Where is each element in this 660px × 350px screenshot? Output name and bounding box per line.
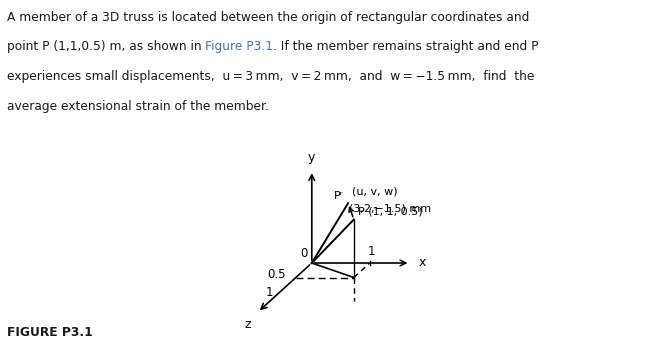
Text: x: x: [419, 257, 426, 270]
Text: (3,2,−1.5) mm: (3,2,−1.5) mm: [349, 204, 432, 214]
Text: P (1, 1, 0.5): P (1, 1, 0.5): [358, 206, 422, 217]
Text: A member of a 3D truss is located between the origin of rectangular coordinates : A member of a 3D truss is located betwee…: [7, 10, 529, 23]
Text: experiences small displacements,  u = 3 mm,  v = 2 mm,  and  w = −1.5 mm,  find : experiences small displacements, u = 3 m…: [7, 70, 534, 83]
Text: Figure P3.1: Figure P3.1: [205, 40, 273, 53]
Text: (u, v, w): (u, v, w): [352, 186, 397, 196]
Text: 0: 0: [300, 247, 307, 260]
Text: 1: 1: [368, 245, 376, 258]
Text: Pʳ: Pʳ: [335, 191, 344, 201]
Text: 0.5: 0.5: [267, 268, 285, 281]
Text: 1: 1: [265, 286, 273, 299]
Text: z: z: [245, 318, 251, 331]
Text: . If the member remains straight and end P: . If the member remains straight and end…: [273, 40, 539, 53]
Text: average extensional strain of the member.: average extensional strain of the member…: [7, 100, 269, 113]
Text: FIGURE P3.1: FIGURE P3.1: [7, 327, 92, 340]
Text: y: y: [308, 152, 315, 164]
Text: point P (1,1,0.5) m, as shown in: point P (1,1,0.5) m, as shown in: [7, 40, 205, 53]
